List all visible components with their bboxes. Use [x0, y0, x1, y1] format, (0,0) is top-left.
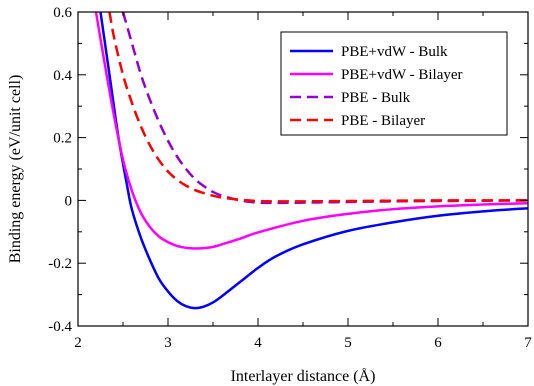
x-axis-label: Interlayer distance (Å): [231, 367, 376, 385]
series-line-pbe-vdw-bulk: [99, 12, 528, 310]
legend-label-pbe-vdw-bilayer: PBE+vdW - Bilayer: [341, 67, 463, 83]
legend: PBE+vdW - Bulk PBE+vdW - Bilayer PBE - Bul…: [280, 31, 508, 136]
x-tick-label: 6: [434, 335, 442, 351]
y-tick-label: 0.4: [53, 68, 72, 84]
x-tick-label: 4: [254, 335, 262, 351]
x-tick-label: 5: [344, 335, 352, 351]
x-tick-label: 7: [524, 335, 532, 351]
legend-label-pbe-vdw-bulk: PBE+vdW - Bulk: [341, 44, 448, 60]
series-line-pbe-bilayer: [108, 12, 528, 203]
axis-ticks: 2 3 4 5 6 7 -0.4 -0.2 0 0.2 0.4 0.6: [48, 5, 532, 351]
y-tick-label: 0.6: [53, 5, 72, 21]
x-tick-label: 3: [164, 335, 172, 351]
y-tick-label: -0.2: [48, 256, 72, 272]
series-layer: [94, 12, 528, 310]
y-tick-label: 0: [65, 193, 73, 209]
y-axis-label: Binding energy (eV/unit cell): [7, 75, 24, 264]
x-tick-label: 2: [74, 335, 82, 351]
y-tick-label: -0.4: [48, 319, 72, 335]
legend-box: [280, 31, 508, 136]
y-tick-label: 0.2: [53, 131, 72, 147]
series-line-pbe-bulk: [121, 12, 528, 205]
series-line-pbe-vdw-bilayer: [94, 12, 528, 250]
legend-label-pbe-bilayer: PBE - Bilayer: [341, 113, 425, 129]
legend-label-pbe-bulk: PBE - Bulk: [341, 90, 411, 106]
